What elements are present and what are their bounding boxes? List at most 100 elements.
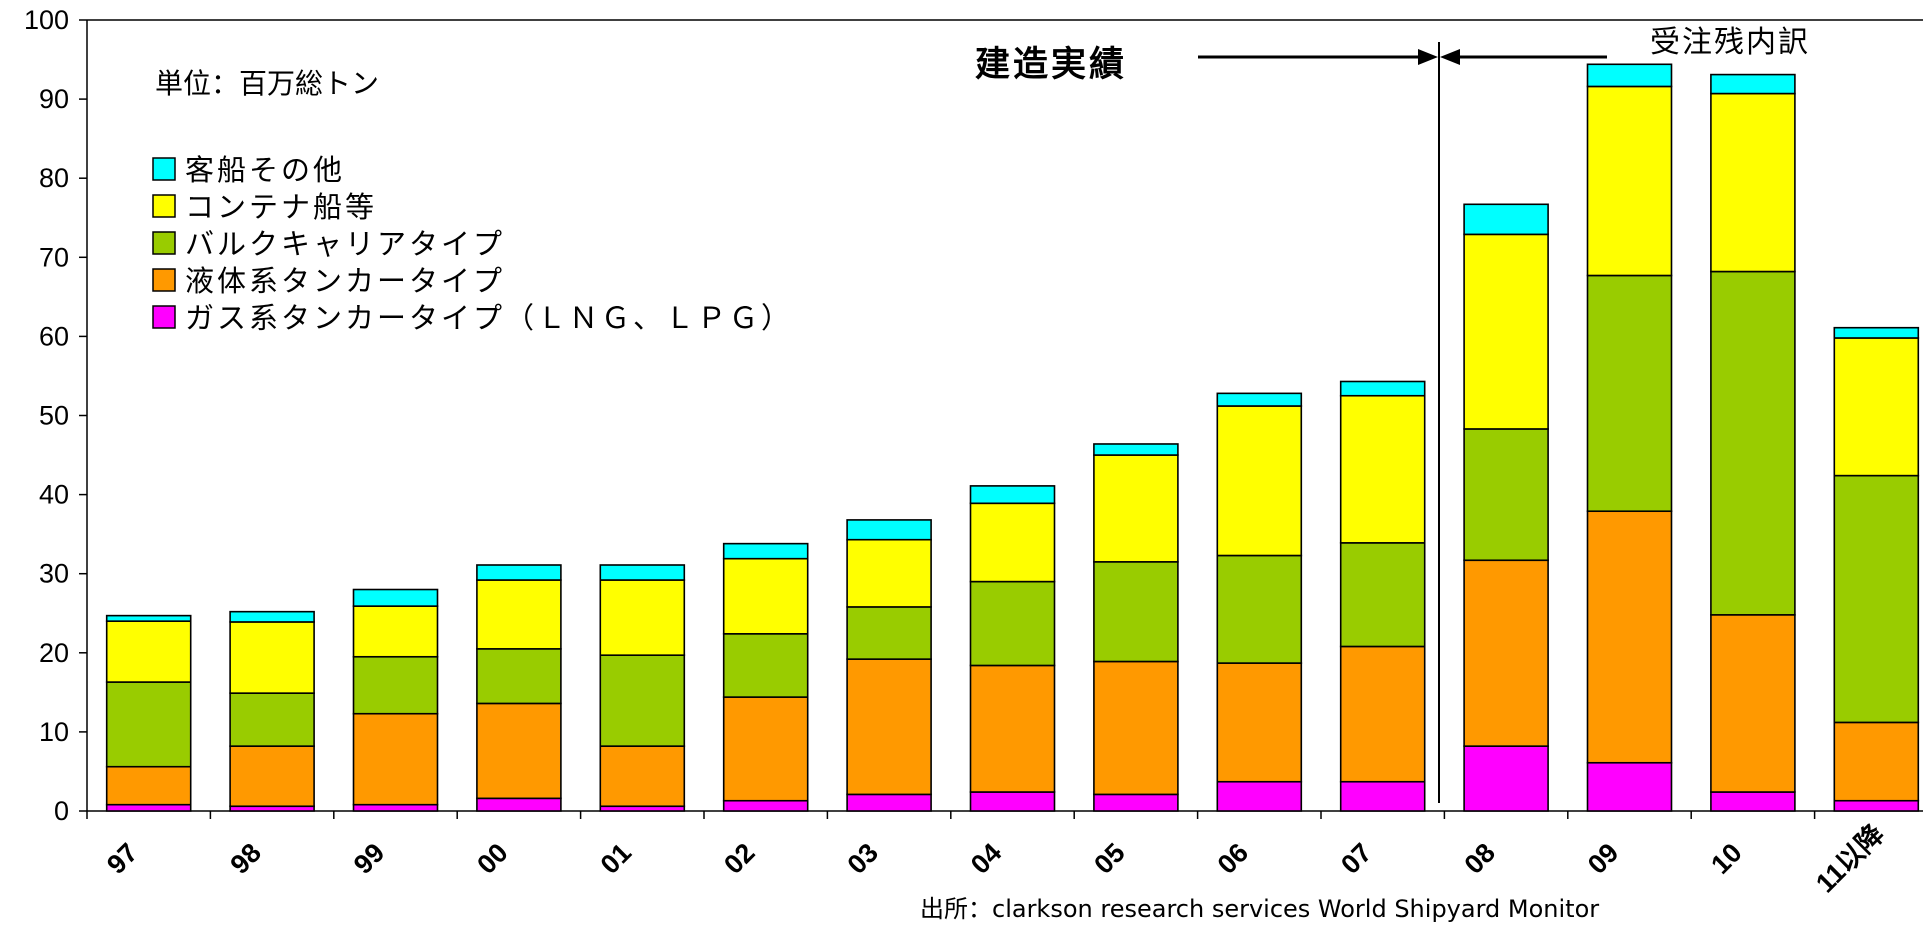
bar-segment	[1339, 542, 1426, 648]
bar-segment	[1710, 791, 1796, 812]
bar-segment	[1463, 428, 1549, 562]
bar-segment	[1339, 780, 1426, 812]
bar-segment	[1339, 380, 1426, 397]
bar-segment	[1586, 510, 1673, 764]
bar-segment	[1339, 645, 1426, 783]
bar-segment	[352, 588, 439, 607]
x-tick-label: 01	[595, 837, 637, 879]
bar-segment	[1463, 203, 1549, 236]
bar-segment	[105, 681, 192, 768]
bar-segment	[1216, 392, 1303, 407]
bar-segment	[1339, 394, 1426, 544]
bar-segment	[1093, 793, 1179, 812]
legend-label: ガス系タンカータイプ（ＬＮＧ、ＬＰＧ）	[185, 301, 793, 335]
bar-segment	[969, 664, 1056, 793]
bar-segment	[846, 793, 932, 812]
bar-segment	[229, 621, 315, 694]
y-tick-label: 60	[39, 321, 69, 351]
source-note: 出所：clarkson research services World Ship…	[920, 895, 1599, 923]
bar-segment	[722, 633, 809, 698]
x-tick-label: 05	[1088, 837, 1130, 879]
bar-segment	[1586, 761, 1673, 812]
x-tick-label: 02	[718, 837, 760, 879]
bar-segment	[846, 519, 932, 541]
bar-segment	[105, 614, 192, 622]
x-tick-label: 00	[471, 837, 513, 879]
bar-segment	[722, 542, 809, 560]
bar-segment	[229, 692, 315, 747]
x-tick-label: 10	[1705, 837, 1747, 879]
unit-label: 単位：百万総トン	[155, 67, 379, 100]
legend-swatch	[152, 268, 176, 292]
bar-segment	[846, 658, 932, 796]
bar-segment	[352, 712, 439, 806]
bar-segment	[105, 803, 192, 812]
bar-segment	[105, 765, 192, 806]
order-backlog-label: 受注残内訳	[1650, 25, 1810, 60]
bar-segment	[1833, 721, 1920, 802]
y-tick-label: 0	[54, 796, 69, 826]
bar-segment	[476, 797, 562, 812]
bar-segment	[229, 610, 315, 623]
x-tick-label: 97	[101, 837, 143, 879]
bar-segment	[105, 620, 192, 683]
bar-segment	[1710, 270, 1796, 616]
bar-segment	[1710, 614, 1796, 793]
backlog-arrow-head	[1440, 49, 1460, 65]
bar-segment	[1463, 559, 1549, 747]
bar-segment	[1216, 662, 1303, 783]
bar-segment	[1093, 660, 1179, 796]
built-results-label: 建造実績	[975, 45, 1127, 85]
x-tick-label: 04	[965, 837, 1007, 879]
x-tick-label: 11以降	[1810, 818, 1890, 898]
bar-segment	[1586, 85, 1673, 277]
bar-segment	[722, 557, 809, 635]
bar-segment	[352, 655, 439, 715]
x-tick-label: 06	[1212, 837, 1254, 879]
bar-segment	[846, 538, 932, 608]
bar-segment	[1833, 799, 1920, 812]
x-tick-label: 03	[842, 837, 884, 879]
bar-segment	[969, 580, 1056, 667]
y-tick-label: 80	[39, 163, 69, 193]
y-tick-label: 90	[39, 84, 69, 114]
bar-segment	[229, 745, 315, 808]
x-tick-label: 07	[1335, 837, 1377, 879]
bar-segment	[1216, 780, 1303, 812]
bar-segment	[1216, 554, 1303, 664]
bar-segment	[599, 564, 686, 581]
x-tick-label: 99	[348, 837, 390, 879]
bar-segment	[969, 791, 1056, 812]
bar-segment	[1833, 474, 1920, 724]
bar-segment	[1586, 63, 1673, 88]
x-tick-label: 08	[1459, 837, 1501, 879]
bar-segment	[1463, 233, 1549, 430]
bar-segment	[599, 745, 686, 808]
bar-segment	[722, 799, 809, 812]
bar-segment	[476, 702, 562, 800]
bar-segment	[352, 803, 439, 812]
legend-label: バルクキャリアタイプ	[185, 227, 505, 261]
bar-segment	[1833, 326, 1920, 339]
legend-label: 液体系タンカータイプ	[185, 264, 505, 298]
bar-segment	[476, 564, 562, 581]
y-tick-label: 100	[24, 5, 69, 35]
bar-segment	[1833, 337, 1920, 477]
bar-segment	[599, 579, 686, 656]
bars-layer	[105, 63, 1920, 812]
bar-segment	[476, 579, 562, 650]
y-tick-label: 30	[39, 559, 69, 589]
bar-segment	[846, 606, 932, 660]
bar-segment	[969, 502, 1056, 583]
y-tick-label: 40	[39, 480, 69, 510]
bar-segment	[599, 654, 686, 747]
legend: 客船その他コンテナ船等バルクキャリアタイプ液体系タンカータイプガス系タンカータイ…	[152, 153, 793, 335]
bar-segment	[1710, 92, 1796, 273]
bar-segment	[722, 696, 809, 802]
bar-segment	[476, 648, 562, 705]
bar-segment	[969, 485, 1056, 505]
y-tick-label: 50	[39, 401, 69, 431]
legend-swatch	[152, 305, 176, 329]
annotations: 単位：百万総トン 建造実績 受注残内訳 出所：clarkson research…	[155, 25, 1810, 923]
